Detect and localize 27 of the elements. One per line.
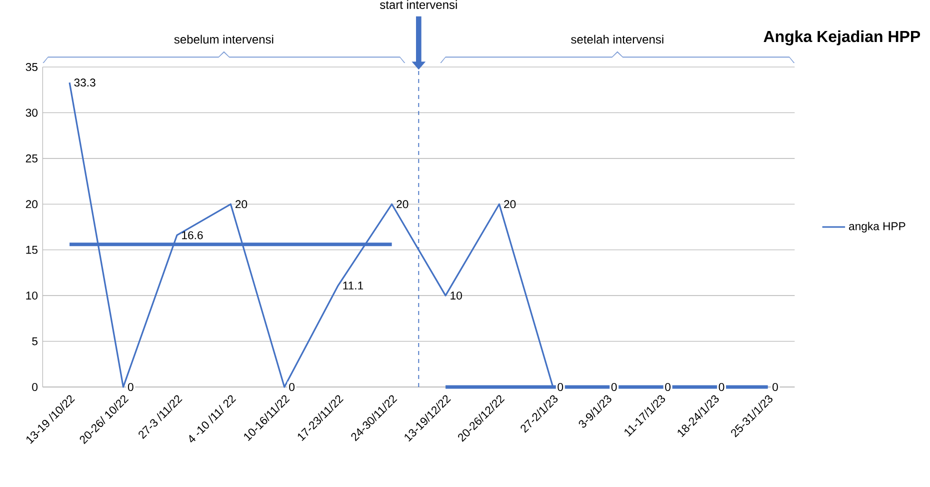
data-label: 20 xyxy=(396,200,408,208)
data-label: 0 xyxy=(611,383,617,392)
text: Angka Kejadian HPP xyxy=(764,30,920,46)
data-label: 16.6 xyxy=(182,231,203,240)
data-label: 0 xyxy=(718,383,724,392)
y-tick-label: 25 xyxy=(26,154,38,162)
legend-label: angka HPP xyxy=(849,222,906,232)
data-label: 0 xyxy=(558,383,564,392)
data-label: 0 xyxy=(665,383,671,392)
data-label: 20 xyxy=(236,200,248,208)
y-tick-label: 35 xyxy=(26,63,38,72)
y-tick-label: 15 xyxy=(26,246,38,254)
data-label: 0 xyxy=(772,383,778,392)
data-label: 11.1 xyxy=(343,282,364,290)
y-tick-label: 0 xyxy=(32,383,38,392)
data-label: 0 xyxy=(128,383,134,392)
data-label: 0 xyxy=(289,383,295,392)
y-tick-label: 5 xyxy=(32,337,38,346)
text: sebelum intervensi xyxy=(174,34,274,44)
text: setelah intervensi xyxy=(571,34,664,44)
y-tick-label: 10 xyxy=(26,292,38,300)
y-tick-label: 20 xyxy=(26,200,38,208)
text: start intervensi xyxy=(380,0,457,9)
data-label: 10 xyxy=(450,292,462,300)
data-label: 33.3 xyxy=(74,78,96,87)
y-tick-label: 30 xyxy=(26,108,38,117)
data-label: 20 xyxy=(504,200,516,208)
